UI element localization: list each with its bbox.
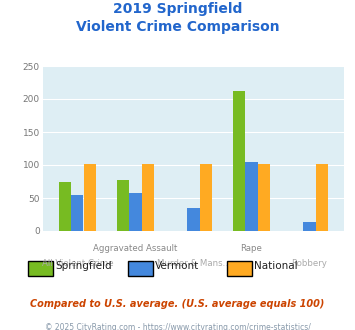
Text: Aggravated Assault: Aggravated Assault <box>93 244 178 253</box>
Text: All Violent Crime: All Violent Crime <box>42 259 113 268</box>
Bar <box>316 164 328 231</box>
Text: Vermont: Vermont <box>154 261 199 272</box>
Text: Murder & Mans...: Murder & Mans... <box>157 259 230 268</box>
Bar <box>71 195 83 231</box>
Bar <box>84 164 96 231</box>
Bar <box>233 91 245 231</box>
Bar <box>258 164 271 231</box>
Text: National: National <box>254 261 297 272</box>
Bar <box>129 193 142 231</box>
Bar <box>142 164 154 231</box>
Text: Springfield: Springfield <box>55 261 112 272</box>
Bar <box>245 162 258 231</box>
Bar <box>187 208 200 231</box>
Bar <box>200 164 212 231</box>
Bar <box>304 222 316 231</box>
Text: Rape: Rape <box>241 244 262 253</box>
Text: © 2025 CityRating.com - https://www.cityrating.com/crime-statistics/: © 2025 CityRating.com - https://www.city… <box>45 323 310 330</box>
Text: Compared to U.S. average. (U.S. average equals 100): Compared to U.S. average. (U.S. average … <box>30 299 325 309</box>
Text: Robbery: Robbery <box>291 259 327 268</box>
Text: 2019 Springfield: 2019 Springfield <box>113 2 242 16</box>
Text: Violent Crime Comparison: Violent Crime Comparison <box>76 20 279 34</box>
Bar <box>116 180 129 231</box>
Bar <box>59 182 71 231</box>
